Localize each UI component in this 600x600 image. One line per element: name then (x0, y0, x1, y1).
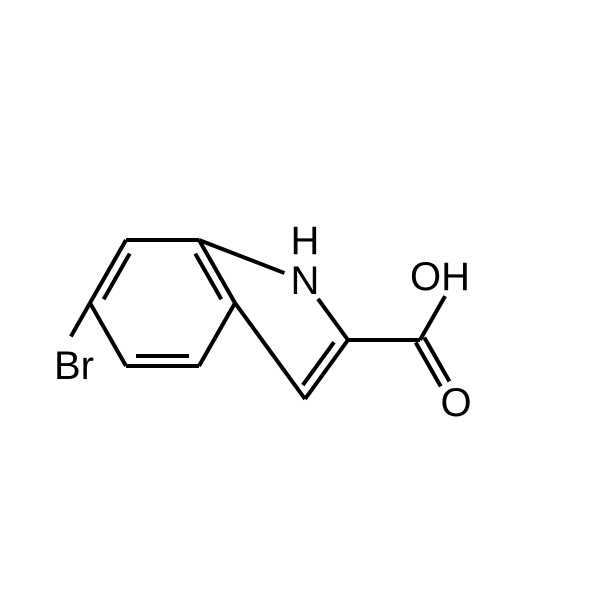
atom-label-o2: O (440, 381, 471, 425)
molecule-diagram: NH OH O Br (0, 0, 600, 600)
bond (318, 299, 348, 340)
bond (195, 240, 235, 303)
bond (420, 296, 445, 340)
atom-label-br: Br (54, 344, 94, 388)
bond (90, 240, 130, 303)
bond (235, 303, 305, 399)
bond (90, 303, 126, 366)
bond (199, 303, 235, 366)
bond (303, 340, 348, 399)
atom-label-o1: OH (410, 255, 470, 299)
bond (199, 240, 284, 273)
atom-label-n1: N (291, 259, 320, 303)
bond (416, 338, 450, 387)
bond (71, 303, 90, 336)
atom-label-h1: H (291, 219, 320, 263)
bond (126, 356, 199, 366)
